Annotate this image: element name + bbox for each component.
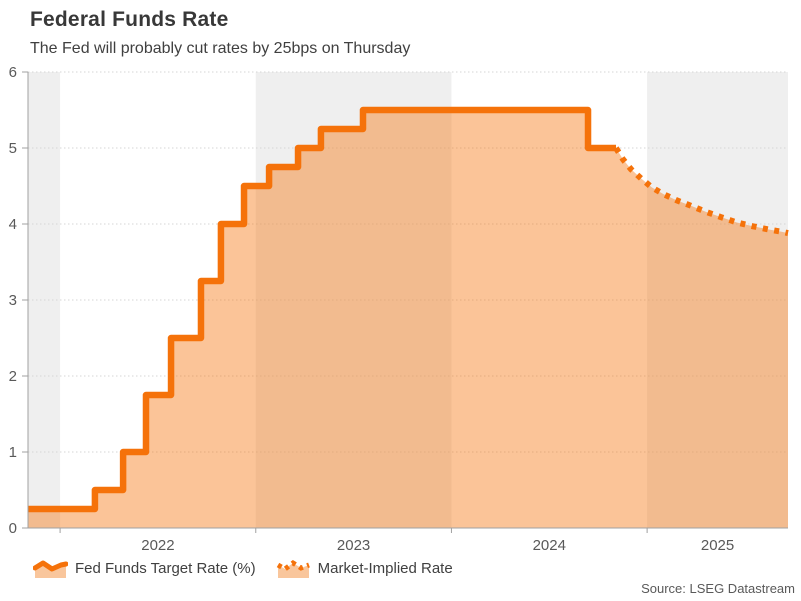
x-tick-label: 2023 — [337, 537, 370, 554]
market-implied-line — [613, 146, 789, 237]
y-tick-label: 6 — [9, 64, 17, 81]
y-tick-label: 1 — [9, 444, 17, 461]
y-tick-label: 5 — [9, 140, 17, 157]
solid-line-swatch-icon — [33, 560, 68, 578]
page-subtitle: The Fed will probably cut rates by 25bps… — [30, 40, 411, 57]
y-tick-label: 0 — [9, 520, 17, 537]
area-fill — [28, 110, 788, 528]
y-tick-label: 3 — [9, 292, 17, 309]
y-tick-label: 4 — [9, 216, 17, 233]
x-tick-label: 2022 — [141, 537, 174, 554]
target-rate-line — [28, 106, 617, 513]
legend-label-market-implied: Market-Implied Rate — [317, 559, 453, 577]
x-tick-label: 2024 — [533, 537, 566, 554]
legend-item-market-implied: Market-Implied Rate — [276, 557, 453, 579]
x-tick-label: 2025 — [701, 537, 734, 554]
y-tick-label: 2 — [9, 368, 17, 385]
legend: Fed Funds Target Rate (%) Market-Implied… — [33, 557, 453, 579]
page-title: Federal Funds Rate — [30, 8, 229, 31]
legend-item-target-rate: Fed Funds Target Rate (%) — [33, 557, 256, 579]
dotted-line-swatch-icon — [276, 559, 310, 578]
source-credit: Source: LSEG Datastream — [641, 581, 795, 596]
legend-label-target-rate: Fed Funds Target Rate (%) — [75, 559, 256, 577]
